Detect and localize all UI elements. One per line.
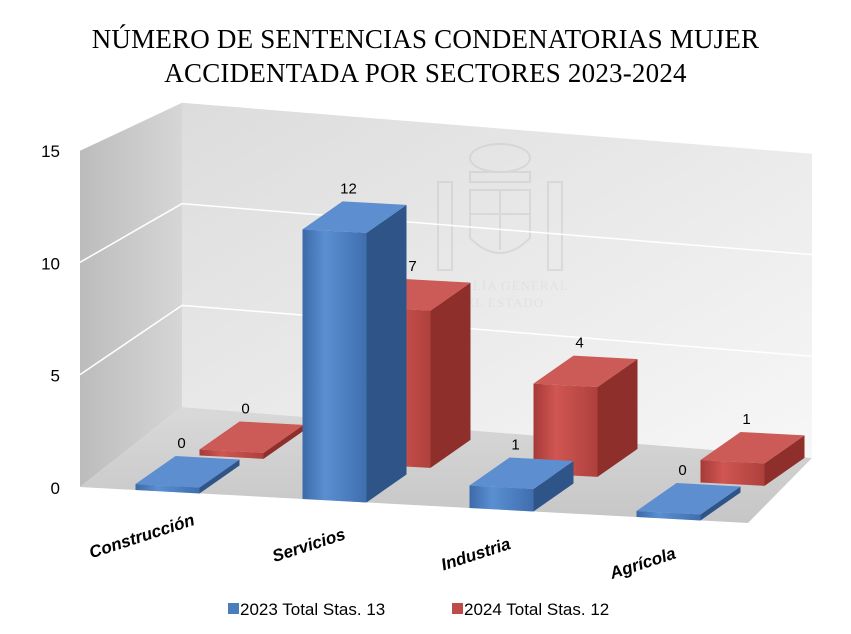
legend-item-0: 2023 Total Stas. 13 bbox=[228, 600, 385, 619]
bar-top bbox=[636, 482, 741, 515]
data-label: 0 bbox=[241, 400, 249, 417]
legend-label: 2023 Total Stas. 13 bbox=[240, 600, 385, 619]
bar-2023-construcción bbox=[135, 455, 240, 494]
bar-2023-industria bbox=[469, 457, 574, 512]
category-label: Industria bbox=[439, 534, 513, 574]
bar-front bbox=[199, 449, 264, 459]
category-label: Agrícola bbox=[607, 544, 679, 583]
bar-side bbox=[430, 282, 471, 468]
bar-side bbox=[533, 460, 574, 512]
bar-side bbox=[366, 204, 407, 503]
bar-front bbox=[135, 483, 200, 494]
category-label: Servicios bbox=[270, 525, 348, 566]
bar-front bbox=[700, 459, 765, 486]
bar-side bbox=[263, 424, 304, 459]
bar-2023-agrícola bbox=[636, 482, 741, 521]
data-label: 7 bbox=[408, 258, 416, 275]
watermark-line2: DEL ESTADO bbox=[456, 295, 544, 310]
data-label: 1 bbox=[742, 411, 750, 428]
chart-title-line1: NÚMERO DE SENTENCIAS CONDENATORIAS MUJER bbox=[91, 24, 760, 54]
gridline bbox=[79, 304, 813, 376]
bar-side bbox=[597, 359, 638, 477]
bar-front bbox=[636, 510, 701, 521]
legend-swatch bbox=[228, 603, 239, 614]
bar-top bbox=[533, 355, 638, 388]
bar-side bbox=[764, 435, 805, 486]
bar-side bbox=[700, 486, 741, 521]
gridline bbox=[79, 101, 813, 154]
category-label: Construcción bbox=[87, 510, 197, 562]
bar-top bbox=[135, 455, 240, 488]
y-tick-label: 0 bbox=[51, 479, 60, 498]
bar-2024-agrícola bbox=[700, 431, 805, 486]
bar-top bbox=[469, 457, 574, 489]
data-label: 1 bbox=[511, 437, 519, 454]
bar-2024-industria bbox=[533, 355, 638, 477]
bar-top bbox=[700, 431, 805, 464]
data-label: 4 bbox=[575, 335, 583, 352]
chart-title: NÚMERO DE SENTENCIAS CONDENATORIAS MUJER… bbox=[0, 22, 851, 90]
data-label: 0 bbox=[678, 462, 686, 479]
legend-swatch bbox=[452, 603, 463, 614]
bar-2023-servicios bbox=[302, 201, 407, 503]
legend-item-1: 2024 Total Stas. 12 bbox=[452, 600, 609, 619]
bar-front bbox=[533, 383, 598, 477]
data-label: 12 bbox=[340, 180, 357, 197]
data-label: 0 bbox=[177, 435, 185, 452]
bar-front bbox=[302, 229, 367, 503]
y-tick-label: 15 bbox=[41, 142, 60, 161]
bar-top bbox=[302, 201, 407, 233]
crest-icon bbox=[437, 143, 563, 271]
left-wall bbox=[80, 102, 182, 487]
bar-side bbox=[199, 459, 240, 494]
bar-2024-construcción bbox=[199, 421, 304, 459]
chart-title-line2: ACCIDENTADA POR SECTORES 2023-2024 bbox=[164, 58, 687, 88]
bar-front bbox=[469, 485, 534, 512]
gridline bbox=[79, 202, 813, 263]
y-tick-label: 10 bbox=[41, 254, 60, 273]
y-tick-label: 5 bbox=[51, 367, 60, 386]
legend: 2023 Total Stas. 13 2024 Total Stas. 12 bbox=[228, 600, 609, 619]
bar-top bbox=[199, 421, 304, 453]
legend-label: 2024 Total Stas. 12 bbox=[464, 600, 609, 619]
